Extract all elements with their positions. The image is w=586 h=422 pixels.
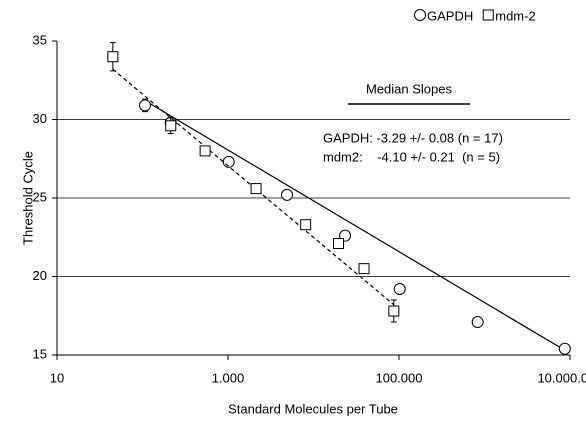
data-point <box>139 99 152 112</box>
data-point <box>165 120 177 132</box>
data-point <box>332 238 344 250</box>
y-tick-label: 30 <box>33 111 47 126</box>
data-point <box>199 145 211 157</box>
annotation-heading: Median Slopes <box>366 81 452 96</box>
data-point <box>558 342 571 355</box>
data-point <box>250 183 262 195</box>
annotation-line: GAPDH: -3.29 +/- 0.08 (n = 17) <box>323 130 503 145</box>
data-point <box>388 305 400 317</box>
data-point <box>393 283 406 296</box>
data-point <box>300 219 312 231</box>
legend-marker <box>414 9 426 21</box>
data-point <box>358 263 370 275</box>
y-tick-label: 20 <box>33 268 47 283</box>
data-point <box>471 316 484 329</box>
legend-marker <box>482 9 494 21</box>
y-tick-label: 25 <box>33 189 47 204</box>
y-axis-title: Threshold Cycle <box>20 151 35 245</box>
x-tick-label: 100.000 <box>376 370 423 385</box>
annotation-line: mdm2: -4.10 +/- 0.21 (n = 5) <box>323 149 500 164</box>
legend-label: mdm-2 <box>495 8 535 23</box>
x-tick-label: 1.000 <box>212 370 245 385</box>
legend-label: GAPDH <box>427 8 473 23</box>
data-point <box>281 188 294 201</box>
x-tick-label: 10.000.000 <box>537 370 586 385</box>
y-tick-label: 15 <box>33 346 47 361</box>
y-tick-label: 35 <box>33 32 47 47</box>
x-axis-title: Standard Molecules per Tube <box>228 401 398 416</box>
fit-line <box>144 100 566 351</box>
data-point <box>107 51 119 63</box>
x-tick-label: 10 <box>50 370 64 385</box>
